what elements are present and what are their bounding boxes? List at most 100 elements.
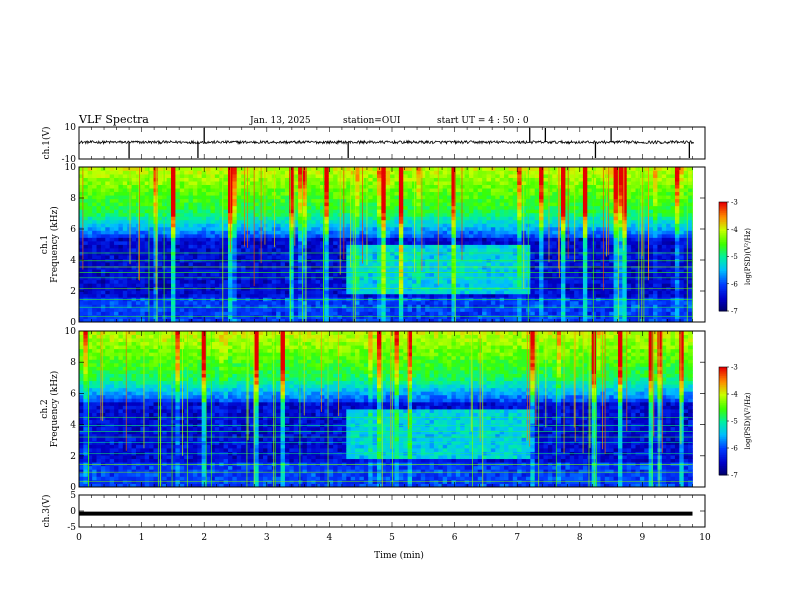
spectrogram-cell [100, 240, 106, 245]
spectrogram-cell [306, 304, 312, 309]
spectrogram-cell [227, 255, 233, 259]
spectrogram-cell [109, 237, 115, 242]
spectrogram-cell [219, 290, 224, 295]
spectrogram-cell [197, 290, 203, 295]
spectrogram-cell [232, 223, 238, 228]
spectrogram-cell [157, 212, 163, 217]
spectrogram-cell [372, 198, 378, 203]
spectrogram-cell [171, 269, 176, 274]
spectrogram-cell [381, 240, 387, 245]
spectrogram-cell [192, 212, 198, 217]
spectrogram-cell [122, 230, 128, 235]
spectrogram-cell [263, 230, 268, 235]
spectrogram-cell [420, 205, 426, 210]
spectrogram-cell [447, 198, 452, 203]
spectrogram-cell [201, 265, 207, 270]
spectrogram-cell [214, 269, 220, 274]
spectrogram-cell [79, 248, 84, 252]
spectrogram-cell [254, 290, 260, 295]
spectrogram-cell [490, 191, 496, 196]
spectrogram-cell [232, 174, 238, 178]
spectrogram-cell [96, 188, 102, 193]
spectrogram-cell [276, 191, 281, 196]
spectrogram-cell [315, 279, 321, 284]
spectrogram-cell [420, 293, 426, 298]
spectrogram-cell [87, 191, 93, 196]
spectrogram-cell [122, 248, 128, 252]
spectrogram-cell [83, 244, 89, 249]
spectrogram-cell [232, 283, 238, 288]
spectrogram-cell [184, 279, 189, 284]
spectrogram-cell [302, 209, 308, 214]
spectrogram-cell [512, 244, 518, 249]
spectrogram-cell [425, 304, 430, 309]
spectrogram-cell [131, 188, 137, 193]
spectrogram-cell [464, 195, 470, 200]
spectrogram-cell [455, 212, 461, 217]
spectrogram-cell [249, 248, 255, 252]
spectrogram-cell [394, 191, 400, 196]
spectrogram-cell [495, 216, 501, 221]
spectrogram-cell [105, 230, 111, 235]
spectrogram-cell [469, 265, 474, 270]
spectrogram-cell [254, 248, 260, 252]
spectrogram-cell [236, 283, 242, 288]
spectrogram-cell [381, 307, 387, 312]
spectrogram-cell [368, 318, 373, 323]
spectrogram-cell [135, 244, 141, 249]
spectrogram-cell [561, 265, 566, 270]
spectrogram-cell [341, 240, 347, 245]
spectrogram-cell [320, 226, 325, 231]
spectrogram-cell [355, 248, 360, 252]
spectrogram-cell [473, 177, 479, 182]
spectrogram-cell [179, 311, 185, 316]
spectrogram-cell [398, 212, 404, 217]
spectrogram-cell [219, 255, 224, 259]
spectrogram-cell [504, 170, 509, 175]
spectrogram-cell [149, 198, 154, 203]
spectrogram-cell [486, 223, 492, 228]
spectrogram-cell [328, 255, 334, 259]
spectrogram-cell [114, 219, 119, 224]
spectrogram-cell [135, 212, 141, 217]
spectrogram-cell [460, 191, 466, 196]
spectrogram-cell [79, 216, 84, 221]
spectrogram-cell [429, 248, 435, 252]
spectrogram-cell [236, 212, 242, 217]
spectrogram-cell [482, 181, 487, 186]
spectrogram-cell [267, 230, 273, 235]
spectrogram-cell [320, 300, 325, 305]
spectrogram-cell [561, 311, 566, 316]
spectrogram-cell [556, 311, 562, 316]
spectrogram-cell [376, 198, 382, 203]
spectrogram-cell [398, 219, 404, 224]
spectrogram-cell [284, 283, 290, 288]
spectrogram-cell [534, 177, 540, 182]
spectrogram-cell [433, 304, 439, 309]
spectrogram-cell [232, 262, 238, 267]
spectrogram-cell [337, 272, 343, 277]
spectrogram-cell [376, 230, 382, 235]
spectrogram-cell [311, 202, 317, 207]
spectrogram-cell [381, 205, 387, 210]
spectrogram-cell [469, 244, 474, 249]
spectrogram-cell [407, 230, 413, 235]
spectrogram-cell [267, 205, 273, 210]
spectrogram-cell [258, 272, 264, 277]
spectrogram-cell [188, 170, 194, 175]
spectrogram-cell [363, 177, 369, 182]
spectrogram-cell [320, 251, 325, 256]
spectrogram-cell [547, 269, 553, 274]
spectrogram-cell [135, 198, 141, 203]
spectrogram-cell [539, 212, 544, 217]
spectrogram-cell [140, 307, 146, 312]
spectrogram-cell [192, 230, 198, 235]
spectrogram-cell [100, 226, 106, 231]
spectrogram-cell [328, 174, 334, 178]
spectrogram-cell [495, 202, 501, 207]
spectrogram-cell [547, 318, 553, 323]
spectrogram-cell [131, 279, 137, 284]
spectrogram-cell [83, 167, 89, 171]
spectrogram-cell [92, 307, 97, 312]
spectrogram-cell [118, 237, 124, 242]
